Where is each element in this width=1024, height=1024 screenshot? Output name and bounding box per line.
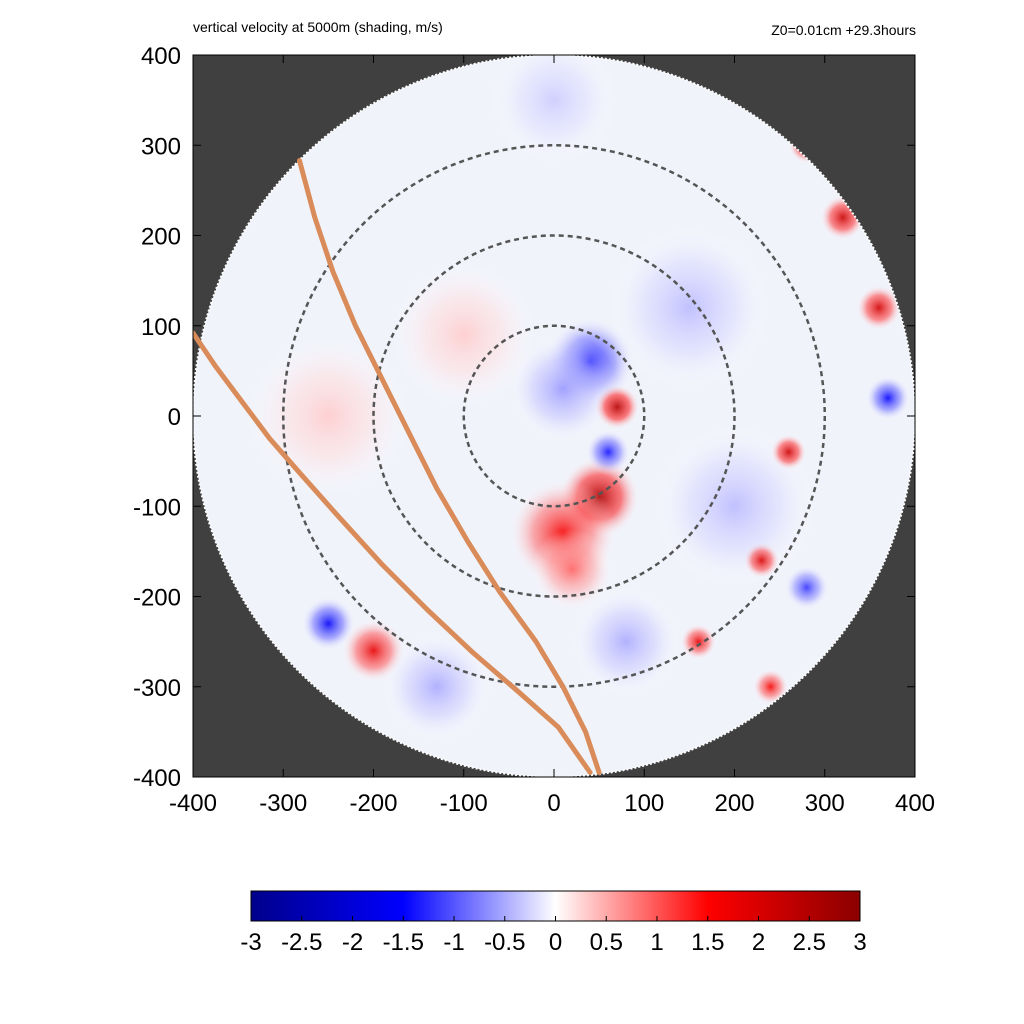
track-lines bbox=[193, 158, 602, 775]
field-feature bbox=[653, 425, 816, 588]
x-tick-label: 100 bbox=[624, 790, 664, 817]
colorbar-tick-label: -2 bbox=[342, 929, 363, 956]
colorbar-tick-label: -1 bbox=[443, 929, 464, 956]
y-tick-label: -400 bbox=[133, 765, 181, 792]
range-ring bbox=[462, 324, 646, 508]
x-tick-label: 300 bbox=[805, 790, 845, 817]
x-tick-label: 200 bbox=[714, 790, 754, 817]
chart-title: vertical velocity at 5000m (shading, m/s… bbox=[193, 19, 443, 35]
colorbar-tick-label: 2.5 bbox=[793, 929, 826, 956]
colorbar-tick-label: -3 bbox=[240, 929, 261, 956]
y-tick-label: -100 bbox=[133, 494, 181, 521]
x-tick-label: -200 bbox=[349, 790, 397, 817]
x-tick-label: -400 bbox=[169, 790, 217, 817]
y-tick-label: -300 bbox=[133, 675, 181, 702]
field-feature bbox=[490, 55, 618, 164]
colorbar-tick-label: -2.5 bbox=[281, 929, 322, 956]
field-feature bbox=[301, 596, 356, 651]
range-ring bbox=[372, 234, 736, 598]
y-tick-label: 100 bbox=[141, 314, 181, 341]
colorbar-tick-label: 2 bbox=[752, 929, 765, 956]
colorbar-tick-label: -0.5 bbox=[484, 929, 525, 956]
axis-ticks: -400 -300 -200 -100 0 100 200 300 400 400 300 200 10… bbox=[133, 43, 935, 817]
field-feature bbox=[752, 668, 789, 705]
colorbar-tick-label: 0.5 bbox=[590, 929, 623, 956]
field-feature bbox=[572, 587, 681, 696]
colorbar-tick-label: 1.5 bbox=[691, 929, 724, 956]
y-tick-label: -200 bbox=[133, 585, 181, 612]
field-feature bbox=[856, 285, 902, 331]
field-feature bbox=[247, 334, 410, 498]
field-feature bbox=[531, 528, 613, 611]
run-info-label: Z0=0.01cm +29.3hours bbox=[771, 22, 916, 38]
colorbar-tick-label: -1.5 bbox=[383, 929, 424, 956]
field-feature bbox=[784, 564, 830, 611]
y-tick-label: 0 bbox=[168, 404, 181, 431]
x-tick-label: -100 bbox=[440, 790, 488, 817]
field-feature bbox=[382, 632, 491, 741]
colorbar: -3 -2.5 -2 -1.5 -1 -0.5 0 0.5 1 1.5 2 2.5 3 bbox=[240, 890, 867, 956]
colorbar-tick-label: 0 bbox=[549, 929, 562, 956]
velocity-field bbox=[193, 55, 915, 777]
field-feature bbox=[608, 226, 771, 389]
field-feature bbox=[594, 384, 640, 430]
x-tick-label: -300 bbox=[259, 790, 307, 817]
y-tick-label: 400 bbox=[141, 43, 181, 70]
field-feature bbox=[680, 623, 717, 660]
field-feature bbox=[391, 262, 536, 407]
field-feature bbox=[585, 429, 631, 475]
field-feature bbox=[508, 334, 618, 444]
x-tick-label: 0 bbox=[547, 790, 560, 817]
x-tick-label: 400 bbox=[895, 790, 935, 817]
y-tick-label: 200 bbox=[141, 224, 181, 251]
field-feature bbox=[743, 542, 780, 579]
field-feature bbox=[770, 434, 807, 471]
colorbar-tick-label: 3 bbox=[853, 929, 866, 956]
track-line bbox=[297, 158, 602, 775]
y-tick-label: 300 bbox=[141, 133, 181, 160]
range-ring bbox=[282, 144, 826, 688]
track-line bbox=[193, 330, 593, 775]
colorbar-tick-label: 1 bbox=[650, 929, 663, 956]
field-feature bbox=[865, 375, 911, 421]
